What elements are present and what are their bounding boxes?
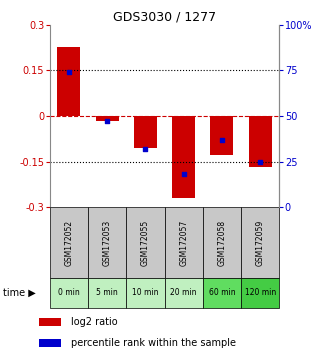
- Bar: [88, 207, 126, 278]
- Bar: [249, 116, 272, 167]
- Point: [257, 159, 263, 164]
- Text: GSM172058: GSM172058: [217, 219, 226, 266]
- Text: 0 min: 0 min: [58, 289, 80, 297]
- Bar: [203, 278, 241, 308]
- Point: [66, 69, 72, 75]
- Bar: [96, 116, 118, 121]
- Title: GDS3030 / 1277: GDS3030 / 1277: [113, 11, 216, 24]
- Bar: [164, 207, 203, 278]
- Bar: [88, 278, 126, 308]
- Bar: [203, 207, 241, 278]
- Text: GSM172057: GSM172057: [179, 219, 188, 266]
- Bar: [241, 278, 279, 308]
- Point: [219, 137, 224, 142]
- Text: 10 min: 10 min: [132, 289, 159, 297]
- Text: GSM172055: GSM172055: [141, 219, 150, 266]
- Bar: [241, 207, 279, 278]
- Point: [181, 171, 186, 177]
- Text: GSM172053: GSM172053: [103, 219, 112, 266]
- Point: [143, 146, 148, 152]
- Bar: [50, 207, 88, 278]
- Point: [105, 119, 110, 124]
- Text: 5 min: 5 min: [96, 289, 118, 297]
- Bar: [50, 278, 88, 308]
- Bar: [164, 278, 203, 308]
- Text: percentile rank within the sample: percentile rank within the sample: [71, 338, 236, 348]
- Bar: [172, 116, 195, 198]
- Bar: [57, 47, 80, 116]
- Bar: [211, 116, 233, 155]
- Text: GSM172052: GSM172052: [65, 219, 74, 266]
- Text: GSM172059: GSM172059: [256, 219, 265, 266]
- Bar: [39, 339, 61, 347]
- Text: log2 ratio: log2 ratio: [71, 317, 117, 327]
- Bar: [134, 116, 157, 148]
- Text: 20 min: 20 min: [170, 289, 197, 297]
- Text: 120 min: 120 min: [245, 289, 276, 297]
- Bar: [126, 278, 164, 308]
- Bar: [39, 318, 61, 326]
- Bar: [126, 207, 164, 278]
- Text: time ▶: time ▶: [3, 288, 36, 298]
- Text: 60 min: 60 min: [209, 289, 235, 297]
